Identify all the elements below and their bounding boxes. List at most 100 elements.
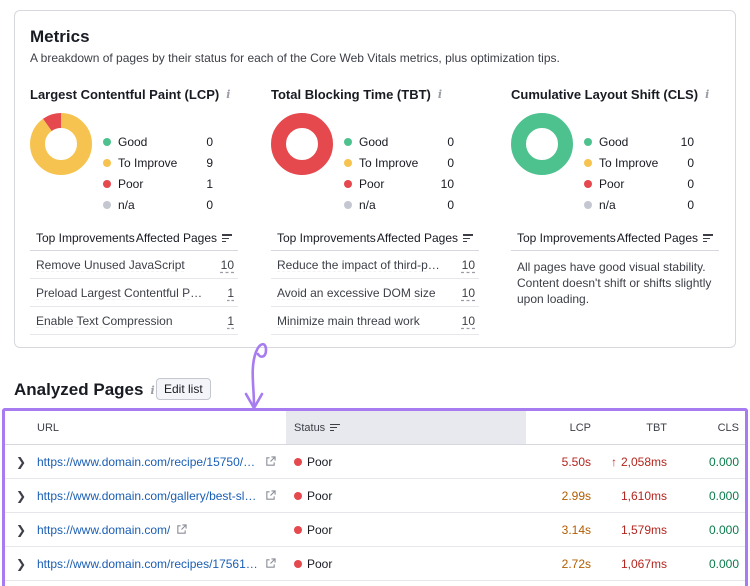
column-header-cls[interactable]: CLS bbox=[717, 421, 739, 434]
improvement-name[interactable]: Avoid an excessive DOM size bbox=[277, 285, 436, 300]
improvement-row[interactable]: Enable Text Compression 1 bbox=[30, 307, 238, 335]
legend-item-good[interactable]: Good 10 bbox=[584, 131, 694, 152]
tbt-value: 1,610ms bbox=[620, 488, 667, 503]
legend-label: Poor bbox=[118, 176, 144, 191]
external-link-icon[interactable] bbox=[265, 558, 276, 569]
column-header-status-label: Status bbox=[294, 421, 326, 434]
page-url-link[interactable]: https://www.domain.com/recipes/17561/l..… bbox=[37, 556, 259, 571]
lcp-value: 2.99s bbox=[561, 488, 591, 503]
edit-list-button[interactable]: Edit list bbox=[156, 378, 211, 400]
legend-item-poor[interactable]: Poor 1 bbox=[103, 173, 213, 194]
legend-item-na[interactable]: n/a 0 bbox=[584, 194, 694, 215]
legend-dot-icon bbox=[344, 137, 352, 146]
expand-chevron-icon[interactable]: ❯ bbox=[15, 522, 27, 537]
sort-icon bbox=[330, 422, 341, 434]
expand-chevron-icon[interactable]: ❯ bbox=[15, 454, 27, 469]
info-icon[interactable]: i bbox=[437, 87, 443, 101]
improvement-name[interactable]: Reduce the impact of third-party... bbox=[277, 257, 445, 272]
table-row[interactable]: ❯ https://www.domain.com/recipe/15750/h..… bbox=[5, 445, 745, 479]
legend-dot-icon bbox=[103, 179, 111, 188]
affected-pages-header[interactable]: Affected Pages bbox=[377, 231, 473, 245]
external-link-icon[interactable] bbox=[265, 456, 276, 467]
metric-heading-text: Total Blocking Time (TBT) bbox=[271, 86, 431, 102]
improvements-note: All pages have good visual stability. Co… bbox=[517, 260, 712, 306]
improvement-count[interactable]: 10 bbox=[461, 285, 475, 300]
tbt-cell: ↑ 2,058ms bbox=[591, 455, 667, 469]
legend-item-poor[interactable]: Poor 10 bbox=[344, 173, 454, 194]
affected-pages-header[interactable]: Affected Pages bbox=[617, 231, 713, 245]
improvements-header-label: Top Improvements bbox=[277, 230, 376, 245]
affected-pages-header[interactable]: Affected Pages bbox=[136, 231, 232, 245]
improvement-count[interactable]: 1 bbox=[227, 285, 234, 300]
improvement-row[interactable]: Avoid an excessive DOM size 10 bbox=[271, 279, 479, 307]
improvement-row[interactable]: Reduce the impact of third-party... 10 bbox=[271, 251, 479, 279]
info-icon[interactable]: i bbox=[705, 87, 710, 101]
metric-column: Cumulative Layout Shift (CLS) i Good 10 To I… bbox=[511, 85, 721, 212]
legend-item-na[interactable]: n/a 0 bbox=[344, 194, 454, 215]
page-url-link[interactable]: https://www.domain.com/recipe/15750/h... bbox=[37, 454, 259, 469]
metric-heading-text: Largest Contentful Paint (LCP) bbox=[30, 86, 220, 102]
top-improvements-table: Top Improvements Affected Pages Reduce the… bbox=[271, 225, 479, 335]
legend-dot-icon bbox=[344, 179, 352, 188]
info-icon[interactable]: i bbox=[150, 383, 155, 397]
legend-value: 0 bbox=[206, 134, 213, 149]
table-row[interactable]: ❯ https://www.domain.com/gallery/best-sli… bbox=[5, 479, 745, 513]
improvement-row[interactable]: Remove Unused JavaScript 10 bbox=[30, 251, 238, 279]
legend-item-to-improve[interactable]: To Improve 0 bbox=[344, 152, 454, 173]
donut-slice-poor[interactable] bbox=[30, 113, 92, 175]
sort-icon bbox=[703, 232, 713, 244]
improvement-row[interactable]: Minimize main thread work 10 bbox=[271, 307, 479, 335]
metrics-subtitle: A breakdown of pages by their status for… bbox=[30, 51, 560, 65]
column-header-url[interactable]: URL bbox=[37, 421, 60, 434]
improvement-name[interactable]: Remove Unused JavaScript bbox=[36, 257, 185, 272]
expand-chevron-icon[interactable]: ❯ bbox=[15, 556, 27, 571]
column-header-lcp[interactable]: LCP bbox=[569, 421, 591, 434]
improvement-count[interactable]: 10 bbox=[461, 313, 475, 328]
tbt-value: 1,067ms bbox=[620, 556, 667, 571]
tbt-cell: 1,610ms bbox=[591, 489, 667, 503]
improvement-row[interactable]: Preload Largest Contentful Paint i... 1 bbox=[30, 279, 238, 307]
metric-heading: Cumulative Layout Shift (CLS) i bbox=[511, 85, 721, 103]
legend-label: Poor bbox=[599, 176, 625, 191]
expand-chevron-icon[interactable]: ❯ bbox=[15, 488, 27, 503]
legend-label: Good bbox=[599, 134, 629, 149]
column-header-tbt[interactable]: TBT bbox=[646, 421, 667, 434]
status-badge: Poor bbox=[307, 454, 333, 469]
improvement-name[interactable]: Enable Text Compression bbox=[36, 313, 173, 328]
info-icon[interactable]: i bbox=[226, 87, 231, 101]
donut-legend: Good 10 To Improve 0 Poor 0 n/a 0 bbox=[584, 131, 694, 215]
legend-dot-icon bbox=[103, 158, 111, 167]
analyzed-pages-title-text: Analyzed Pages bbox=[14, 380, 144, 399]
improvement-name[interactable]: Minimize main thread work bbox=[277, 313, 420, 328]
legend-item-na[interactable]: n/a 0 bbox=[103, 194, 213, 215]
donut-slice-poor[interactable] bbox=[271, 113, 333, 175]
status-badge: Poor bbox=[307, 522, 333, 537]
page-url-link[interactable]: https://www.domain.com/ bbox=[37, 522, 171, 537]
legend-item-good[interactable]: Good 0 bbox=[344, 131, 454, 152]
improvement-name[interactable]: Preload Largest Contentful Paint i... bbox=[36, 285, 204, 300]
legend-dot-icon bbox=[344, 158, 352, 167]
column-header-status[interactable]: Status bbox=[286, 411, 526, 444]
legend-item-poor[interactable]: Poor 0 bbox=[584, 173, 694, 194]
page-url-link[interactable]: https://www.domain.com/gallery/best-slid… bbox=[37, 488, 259, 503]
metrics-title: Metrics bbox=[30, 27, 90, 46]
metric-heading: Largest Contentful Paint (LCP) i bbox=[30, 85, 240, 103]
legend-item-to-improve[interactable]: To Improve 0 bbox=[584, 152, 694, 173]
status-dot-icon bbox=[294, 491, 302, 500]
metric-column: Total Blocking Time (TBT) i Good 0 To Improv… bbox=[271, 85, 481, 212]
improvements-header: Top Improvements Affected Pages bbox=[30, 225, 238, 251]
donut-slice-good[interactable] bbox=[511, 113, 573, 175]
improvement-count[interactable]: 10 bbox=[220, 257, 234, 272]
url-cell: https://www.domain.com/ bbox=[37, 523, 286, 537]
table-row[interactable]: ❯ https://www.domain.com/recipes/17561/l.… bbox=[5, 547, 745, 581]
legend-item-good[interactable]: Good 0 bbox=[103, 131, 213, 152]
external-link-icon[interactable] bbox=[176, 524, 188, 535]
external-link-icon[interactable] bbox=[265, 490, 276, 501]
improvement-count[interactable]: 1 bbox=[227, 313, 234, 328]
legend-item-to-improve[interactable]: To Improve 9 bbox=[103, 152, 213, 173]
top-improvements-table: Top Improvements Affected Pages Remove Unu… bbox=[30, 225, 238, 335]
metric-column: Largest Contentful Paint (LCP) i Good 0 To I… bbox=[30, 85, 240, 212]
table-row[interactable]: ❯ https://www.domain.com/Poor 3.14s 1,579ms… bbox=[5, 513, 745, 547]
legend-value: 9 bbox=[206, 155, 213, 170]
improvement-count[interactable]: 10 bbox=[461, 257, 475, 272]
